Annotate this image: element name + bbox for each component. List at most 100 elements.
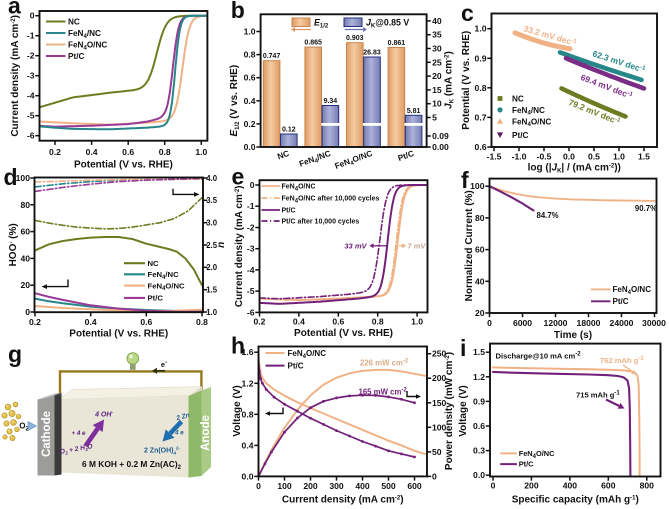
svg-text:0.4: 0.4	[86, 147, 98, 157]
svg-text:0.6: 0.6	[332, 317, 344, 327]
svg-text:6 M KOH + 0.2 M Zn(AC)2​: 6 M KOH + 0.2 M Zn(AC)2​	[82, 459, 182, 471]
svg-text:600: 600	[407, 481, 422, 491]
svg-text:100: 100	[432, 422, 447, 432]
svg-text:E1/2​ (V vs. RHE): E1/2​ (V vs. RHE)	[229, 65, 241, 137]
svg-text:2.0: 2.0	[206, 263, 218, 272]
svg-text:0.00: 0.00	[432, 142, 449, 152]
svg-text:1.0: 1.0	[206, 308, 218, 317]
svg-text:c: c	[461, 0, 474, 26]
svg-text:Pt/C: Pt/C	[613, 297, 629, 306]
svg-text:100: 100	[16, 173, 31, 183]
svg-text:30000: 30000	[642, 318, 666, 328]
svg-text:FeN4​/NC: FeN4​/NC	[148, 270, 180, 281]
svg-text:e: e	[232, 164, 245, 190]
svg-text:100: 100	[277, 481, 292, 491]
svg-text:+ 4 e: + 4 e	[72, 430, 86, 437]
svg-text:762 mAh g-1​: 762 mAh g-1​	[600, 356, 644, 365]
svg-text:Power density (mW cm-2​): Power density (mW cm-2​)	[444, 352, 455, 470]
svg-text:1.5: 1.5	[638, 152, 650, 162]
svg-text:80: 80	[20, 200, 30, 210]
svg-text:FeN4​O/NC: FeN4​O/NC	[68, 41, 107, 52]
svg-text:3.5: 3.5	[206, 196, 218, 205]
svg-text:Pt/C: Pt/C	[512, 131, 528, 140]
svg-text:18000: 18000	[577, 318, 601, 328]
svg-text:-1.5: -1.5	[487, 152, 502, 162]
svg-text:6000: 6000	[513, 318, 532, 328]
svg-text:250: 250	[432, 349, 447, 359]
svg-text:50: 50	[432, 447, 442, 457]
svg-text:1.6: 1.6	[242, 347, 254, 357]
svg-text:7 mV: 7 mV	[408, 242, 427, 251]
svg-text:FeN4​O/NC: FeN4​O/NC	[334, 149, 375, 173]
svg-text:0.6: 0.6	[244, 73, 256, 83]
svg-text:0.9: 0.9	[473, 396, 485, 406]
svg-text:400: 400	[563, 481, 578, 491]
svg-text:1.0: 1.0	[411, 317, 423, 327]
svg-text:-5: -5	[27, 111, 35, 121]
svg-text:0.3: 0.3	[473, 446, 485, 456]
svg-text:1.0: 1.0	[195, 147, 207, 157]
svg-text:35: 35	[432, 30, 442, 40]
svg-text:4.0: 4.0	[206, 174, 218, 183]
svg-text:Voltage (V): Voltage (V)	[232, 385, 243, 436]
svg-text:JK​@0.85 V: JK​@0.85 V	[366, 18, 409, 30]
svg-text:2 Zn: 2 Zn	[175, 412, 191, 423]
svg-text:a: a	[8, 0, 21, 19]
svg-text:200: 200	[432, 373, 447, 383]
svg-text:0.2: 0.2	[244, 119, 256, 129]
svg-text:0.8: 0.8	[244, 50, 256, 60]
svg-text:FeN4​/NC: FeN4​/NC	[68, 29, 101, 40]
svg-text:-6: -6	[247, 307, 255, 317]
svg-text:Current density (mA cm-2​): Current density (mA cm-2​)	[234, 185, 245, 307]
svg-text:10: 10	[432, 99, 442, 109]
svg-text:20: 20	[20, 280, 30, 290]
svg-text:-2: -2	[247, 222, 255, 232]
svg-text:0.6: 0.6	[475, 142, 487, 152]
svg-text:NC: NC	[148, 259, 160, 268]
svg-text:d: d	[4, 164, 18, 190]
svg-text:90.7%: 90.7%	[635, 204, 657, 213]
svg-text:NC: NC	[276, 149, 290, 162]
svg-text:-5: -5	[247, 286, 255, 296]
svg-text:Current density (mA cm-2​): Current density (mA cm-2​)	[10, 15, 21, 137]
svg-text:FeN4​O/NC: FeN4​O/NC	[519, 449, 555, 460]
svg-text:0.2: 0.2	[29, 317, 41, 327]
svg-text:-6: -6	[27, 131, 35, 141]
svg-text:0.4: 0.4	[244, 96, 256, 106]
svg-text:Pt/C: Pt/C	[282, 208, 296, 215]
svg-text:Pt/C after 10,000 cycles: Pt/C after 10,000 cycles	[282, 219, 360, 226]
svg-text:0.8: 0.8	[242, 409, 254, 419]
svg-text:1.0: 1.0	[475, 24, 487, 34]
svg-text:0.861: 0.861	[388, 40, 406, 47]
svg-text:0: 0	[25, 307, 30, 317]
svg-text:25: 25	[432, 57, 442, 67]
svg-text:0.8: 0.8	[475, 83, 487, 93]
svg-text:Potential (V vs. RHE): Potential (V vs. RHE)	[461, 31, 472, 130]
svg-text:0: 0	[256, 481, 261, 491]
svg-text:0: 0	[491, 481, 496, 491]
svg-text:FeN4​/NC: FeN4​/NC	[298, 149, 333, 170]
svg-text:0.6: 0.6	[122, 147, 134, 157]
svg-text:JK​ (mA cm-2​): JK​ (mA cm-2​)	[444, 51, 456, 109]
svg-text:3.0: 3.0	[206, 218, 218, 227]
svg-text:g: g	[8, 341, 22, 367]
svg-text:0.0: 0.0	[244, 142, 256, 152]
svg-text:Pt/C: Pt/C	[519, 460, 534, 469]
svg-text:12000: 12000	[544, 318, 568, 328]
svg-text:Current density (mA cm-2​): Current density (mA cm-2​)	[282, 495, 404, 506]
svg-text:0.2: 0.2	[254, 317, 266, 327]
svg-text:0.0: 0.0	[473, 470, 485, 480]
svg-text:400: 400	[355, 481, 370, 491]
svg-text:-4: -4	[247, 265, 255, 275]
svg-text:E1/2​: E1/2​	[314, 18, 329, 30]
svg-text:0.6: 0.6	[140, 317, 152, 327]
svg-text:200: 200	[303, 481, 318, 491]
svg-text:0: 0	[30, 11, 35, 21]
svg-text:715 mAh g-1​: 715 mAh g-1​	[576, 391, 620, 400]
svg-text:100: 100	[470, 181, 485, 191]
svg-text:h: h	[231, 333, 245, 359]
svg-text:log (|JK​| / (mA cm-2​)): log (|JK​| / (mA cm-2​))	[528, 163, 621, 175]
svg-text:i: i	[460, 335, 466, 361]
svg-text:Pt/C: Pt/C	[68, 52, 84, 61]
svg-text:FeN4​O/NC: FeN4​O/NC	[512, 117, 551, 128]
